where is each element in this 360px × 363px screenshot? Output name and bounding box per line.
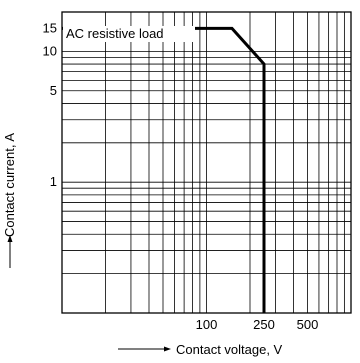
y-tick-label: 1 bbox=[50, 174, 57, 189]
x-axis-label: Contact voltage, V bbox=[176, 342, 283, 357]
annotation-background bbox=[63, 26, 195, 42]
y-tick-label: 10 bbox=[43, 43, 57, 58]
y-axis-label: Contact current, A bbox=[2, 133, 17, 237]
plot-frame bbox=[61, 11, 352, 314]
x-tick-label: 250 bbox=[253, 317, 275, 332]
annotation-label: AC resistive load bbox=[66, 26, 164, 41]
grid-lines bbox=[62, 12, 351, 313]
y-axis-arrow-head bbox=[7, 235, 13, 242]
x-tick-labels: 100 250 500 bbox=[196, 317, 319, 332]
x-axis-arrow-head bbox=[164, 346, 171, 352]
x-tick-label: 500 bbox=[297, 317, 319, 332]
y-tick-label: 15 bbox=[43, 20, 57, 35]
y-tick-label: 5 bbox=[50, 83, 57, 98]
x-tick-label: 100 bbox=[196, 317, 218, 332]
